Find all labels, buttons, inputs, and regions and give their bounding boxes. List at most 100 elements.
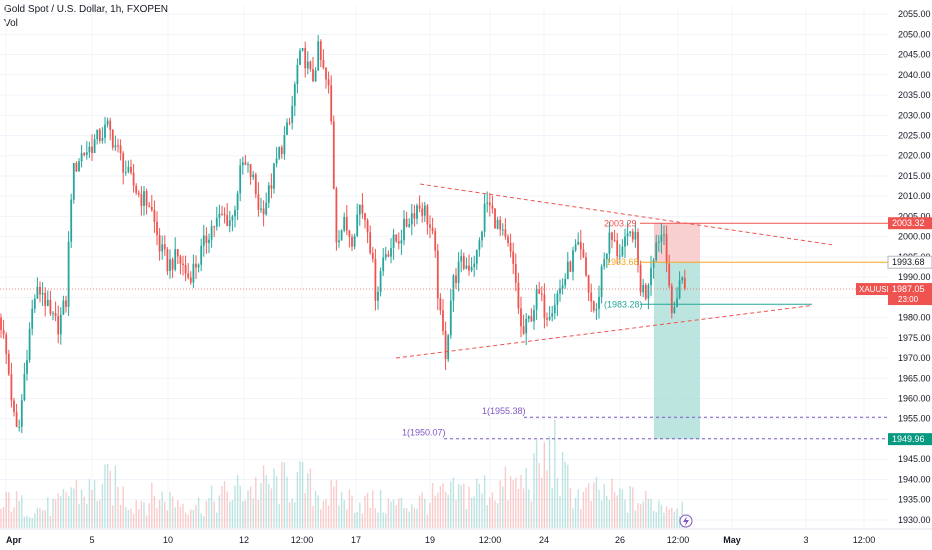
- volume-bar: [231, 500, 234, 528]
- annotation-stop: 2003.29: [604, 218, 637, 228]
- candle-body: [132, 172, 135, 186]
- candle-body: [522, 326, 525, 334]
- volume-bar: [80, 489, 83, 528]
- volume-bar: [106, 463, 109, 528]
- volume-bar: [515, 477, 517, 528]
- volume-bar: [517, 489, 520, 528]
- volume-bar: [0, 508, 2, 528]
- entry-price-tag-bg: [887, 255, 932, 269]
- volume-bar: [580, 508, 582, 528]
- volume-bar: [442, 483, 444, 528]
- candle-body: [585, 257, 587, 276]
- candle-body: [668, 263, 671, 286]
- volume-bar: [197, 497, 200, 528]
- candle-body: [234, 210, 236, 217]
- volume-bar: [114, 465, 117, 528]
- candle-body: [540, 293, 543, 295]
- volume-bar: [244, 500, 247, 528]
- candle-body: [124, 171, 127, 173]
- volume-bar: [556, 478, 559, 528]
- volume-bar: [452, 477, 455, 528]
- volume-bar: [473, 496, 475, 528]
- candle-body: [286, 122, 288, 135]
- volume-bar: [582, 491, 585, 528]
- candle-body: [260, 208, 262, 210]
- candle-body: [345, 216, 348, 231]
- volume-bar: [343, 499, 345, 528]
- volume-bar: [270, 488, 273, 528]
- x-tick-label: 12:00: [667, 535, 690, 545]
- y-tick-label: 2005.00: [898, 211, 931, 221]
- volume-bar: [177, 500, 179, 528]
- candle-body: [353, 235, 356, 247]
- volume-bar: [512, 480, 514, 528]
- candle-body: [202, 235, 205, 246]
- annotation-tp: (1983.28): [604, 299, 643, 309]
- candle-body: [78, 161, 80, 172]
- volume-bar: [23, 516, 26, 528]
- volume-bar: [364, 495, 366, 528]
- volume-bar: [444, 491, 447, 528]
- candle-body: [54, 313, 57, 317]
- volume-bar: [26, 515, 28, 528]
- candle-body: [218, 213, 221, 218]
- candle-body: [444, 331, 447, 360]
- volume-bar: [486, 505, 488, 528]
- volume-bar: [104, 464, 106, 528]
- candle-body: [572, 250, 574, 272]
- candle-body: [215, 217, 218, 227]
- volume-bar: [398, 498, 400, 528]
- volume-bar: [294, 502, 296, 528]
- volume-bar: [275, 475, 278, 528]
- target-price-tag: 1949.96: [892, 434, 925, 444]
- volume-bar: [67, 496, 70, 528]
- candle-body: [364, 213, 366, 221]
- volume-bar: [49, 516, 52, 528]
- volume-bar: [507, 500, 509, 528]
- candle-body: [299, 50, 301, 65]
- candle-body: [31, 308, 34, 329]
- volume-bar: [639, 504, 642, 528]
- candle-body: [533, 309, 535, 322]
- volume-bar: [668, 509, 670, 528]
- volume-bar: [119, 505, 122, 528]
- candle-body: [483, 203, 486, 232]
- candle-body: [270, 185, 273, 189]
- volume-bar: [655, 512, 657, 528]
- volume-bar: [320, 509, 322, 528]
- volume-bar: [101, 484, 104, 528]
- candle-body: [130, 166, 132, 173]
- volume-bar: [424, 498, 426, 528]
- candle-body: [111, 129, 114, 148]
- candle-body: [247, 164, 249, 166]
- volume-bar: [229, 501, 231, 528]
- candle-body: [231, 216, 234, 221]
- candle-body: [611, 232, 613, 240]
- candle-body: [603, 259, 606, 267]
- candle-body: [39, 286, 41, 295]
- volume-bar: [10, 511, 13, 528]
- volume-bar: [413, 507, 416, 528]
- candle-body: [564, 278, 567, 286]
- volume-bar: [421, 492, 423, 528]
- candle-body: [176, 249, 179, 257]
- candle-body: [67, 241, 70, 307]
- volume-bar: [559, 495, 561, 528]
- candle-body: [184, 265, 187, 274]
- volume-bar: [166, 510, 169, 528]
- candle-body: [0, 317, 2, 331]
- volume-bar: [564, 461, 566, 528]
- annotation-fib-1: 1(1955.38): [482, 406, 526, 416]
- volume-bar: [234, 485, 236, 528]
- volume-bar: [252, 498, 254, 528]
- volume-bar: [598, 489, 600, 528]
- candle-body: [400, 240, 403, 244]
- candle-body: [83, 153, 86, 155]
- candle-body: [244, 162, 247, 165]
- volume-bar: [408, 511, 410, 528]
- volume-bar: [619, 488, 621, 528]
- volume-bar: [663, 512, 665, 528]
- volume-bar: [390, 501, 392, 528]
- candle-body: [140, 194, 143, 206]
